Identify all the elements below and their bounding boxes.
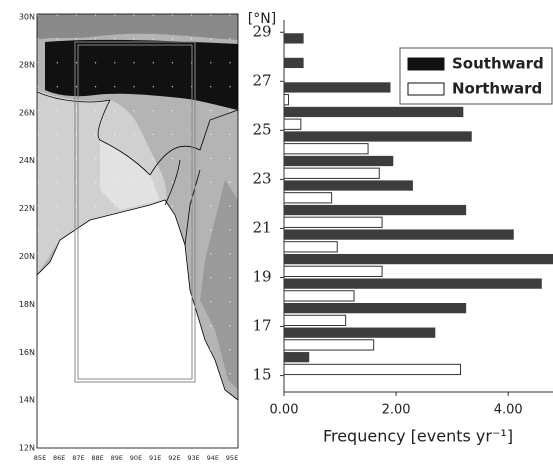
lon-label: 87E <box>72 454 84 462</box>
lat-label: 18N <box>19 300 35 309</box>
x-tick-label: 0.00 <box>270 403 299 418</box>
lon-label: 94E <box>207 454 219 462</box>
bar <box>284 180 413 190</box>
bar <box>284 352 309 362</box>
lat-label: 22N <box>19 204 35 213</box>
bar <box>284 144 368 154</box>
y-tick-label: 27 <box>252 71 271 89</box>
bar <box>284 364 461 374</box>
lat-label: 14N <box>19 396 35 405</box>
bar <box>284 340 374 350</box>
lat-label: 12N <box>19 444 35 453</box>
lon-label: 86E <box>53 454 65 462</box>
bar <box>284 266 382 276</box>
bar <box>284 328 435 338</box>
lat-label: 28N <box>19 60 35 69</box>
legend-label: Southward <box>452 55 544 73</box>
figure: 30N 28N 26N 24N 22N 20N 18N 16N 14N 12N85E 86E 87E 8… <box>0 0 553 464</box>
y-tick-label: 21 <box>252 218 271 236</box>
y-tick-label: 25 <box>252 120 271 138</box>
bar <box>284 217 382 227</box>
lon-label: 92E <box>168 454 180 462</box>
bar <box>284 156 393 166</box>
legend-label: Northward <box>452 80 542 98</box>
bar <box>284 119 301 129</box>
bar <box>284 229 514 239</box>
lon-label: 85E <box>34 454 46 462</box>
bar <box>284 107 463 117</box>
lat-label: 30N <box>19 13 35 22</box>
lon-label: 93E <box>187 454 199 462</box>
lon-label: 90E <box>130 454 142 462</box>
bar <box>284 303 466 313</box>
bar <box>284 254 553 264</box>
lon-label: 89E <box>111 454 123 462</box>
legend-swatch <box>408 83 444 95</box>
bar <box>284 58 304 68</box>
bar <box>284 131 472 141</box>
bar <box>284 95 288 105</box>
bar <box>284 193 332 203</box>
bar <box>284 82 390 92</box>
bar <box>284 291 354 301</box>
x-axis-label: Frequency [events yr⁻¹] <box>323 427 513 446</box>
y-axis-label: [°N] <box>248 11 276 27</box>
lat-label: 26N <box>19 108 35 117</box>
lat-label: 24N <box>19 156 35 165</box>
bar <box>284 205 466 215</box>
x-tick-label: 2.00 <box>382 403 411 418</box>
y-tick-label: 15 <box>252 366 271 384</box>
lon-label: 88E <box>91 454 103 462</box>
map <box>37 14 238 448</box>
bar <box>284 168 379 178</box>
lat-label: 20N <box>19 252 35 261</box>
bar <box>284 278 542 288</box>
bar <box>284 33 304 43</box>
lon-label: 91E <box>149 454 161 462</box>
bar <box>284 242 337 252</box>
y-tick-label: 17 <box>252 317 271 335</box>
lat-label: 16N <box>19 348 35 357</box>
y-tick-label: 23 <box>252 169 271 187</box>
legend-swatch <box>408 58 444 70</box>
bar <box>284 315 346 325</box>
lon-label: 95E <box>226 454 238 462</box>
x-tick-label: 4.00 <box>494 403 523 418</box>
y-tick-label: 19 <box>252 267 271 285</box>
